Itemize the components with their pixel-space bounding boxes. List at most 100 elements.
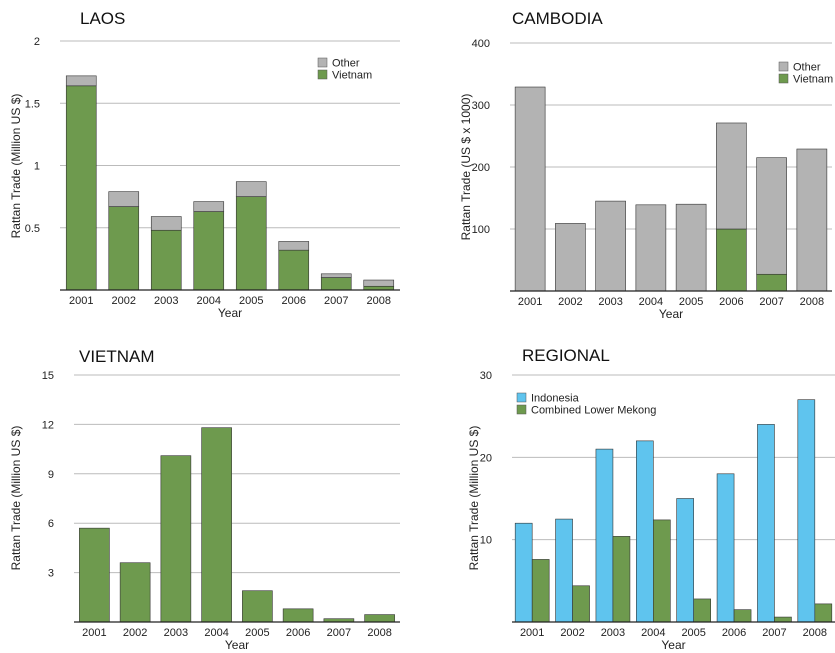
chart-vietnam: VIETNAM 3 6 9 12 15 2001 2002 2003 2004 2005 2006 20… — [9, 347, 400, 652]
bar-value — [282, 608, 314, 623]
bar-combined-lower-mekong — [814, 603, 833, 623]
y-tick-label: 200 — [472, 162, 490, 174]
y-tick-label: 10 — [480, 535, 492, 547]
bar-vietnam — [278, 249, 310, 291]
legend-swatch — [317, 69, 328, 80]
x-tick-label: 2003 — [164, 627, 188, 639]
x-tick-label: 2003 — [154, 295, 178, 307]
x-tick-label: 2005 — [681, 627, 705, 639]
legend-swatch — [778, 61, 789, 72]
bars — [514, 399, 833, 623]
x-tick-label: 2004 — [639, 296, 663, 308]
x-tick-label: 2007 — [759, 296, 783, 308]
x-tick-label: 2005 — [245, 627, 269, 639]
bar-combined-lower-mekong — [774, 616, 792, 623]
x-tick-label: 2008 — [800, 296, 824, 308]
bar-other — [193, 201, 225, 212]
bar-other — [320, 273, 352, 278]
bar-indonesia — [514, 522, 533, 623]
x-tick-label: 2003 — [598, 296, 622, 308]
x-tick-label: 2002 — [112, 295, 136, 307]
bar-other — [756, 157, 787, 275]
y-axis-label: Rattan Trade (Million US $) — [9, 426, 23, 571]
bars — [79, 427, 395, 623]
bar-combined-lower-mekong — [531, 559, 550, 623]
bar-indonesia — [555, 518, 573, 623]
bars — [65, 75, 395, 291]
x-tick-label: 2006 — [286, 627, 310, 639]
x-axis-label: Year — [661, 638, 685, 652]
chart-title: VIETNAM — [79, 347, 155, 366]
y-tick-label: 9 — [48, 469, 54, 481]
y-axis-label: Rattan Trade (Million US $) — [9, 94, 23, 239]
bar-other — [555, 223, 586, 292]
x-tick-label: 2004 — [641, 627, 665, 639]
bar-combined-lower-mekong — [733, 609, 752, 623]
bar-other — [796, 148, 828, 292]
bar-indonesia — [716, 473, 735, 623]
bar-indonesia — [797, 399, 816, 623]
y-tick-label: 400 — [472, 38, 490, 50]
bar-vietnam — [108, 206, 140, 291]
bar-value — [119, 562, 151, 623]
bar-indonesia — [757, 424, 775, 623]
x-tick-label: 2008 — [367, 627, 391, 639]
chart-title: LAOS — [80, 9, 125, 28]
y-axis-label: Rattan Trade (Million US $) — [467, 426, 481, 571]
y-tick-label: 300 — [472, 100, 490, 112]
bar-combined-lower-mekong — [693, 598, 711, 623]
bar-vietnam — [320, 277, 352, 291]
x-axis-label: Year — [218, 306, 242, 320]
bar-vietnam — [193, 211, 225, 291]
x-tick-label: 2006 — [282, 295, 306, 307]
bar-vietnam — [150, 229, 182, 291]
y-tick-label: 100 — [472, 224, 490, 236]
y-axis-label: Rattan Trade (US $ x 1000) — [459, 94, 473, 241]
legend-swatch — [778, 73, 789, 84]
chart-title: CAMBODIA — [512, 9, 603, 28]
x-tick-label: 2002 — [123, 627, 147, 639]
y-tick-label: 1 — [34, 161, 40, 173]
x-tick-label: 2004 — [197, 295, 221, 307]
bar-other — [65, 75, 97, 87]
x-tick-label: 2007 — [762, 627, 786, 639]
bar-other — [595, 200, 626, 292]
y-tick-label: 0.5 — [25, 223, 40, 235]
x-tick-label: 2005 — [239, 295, 263, 307]
chart-title: REGIONAL — [522, 346, 610, 365]
x-axis-label: Year — [659, 307, 683, 321]
bar-vietnam — [756, 273, 787, 292]
y-tick-label: 2 — [34, 36, 40, 48]
x-tick-label: 2002 — [560, 627, 584, 639]
bar-combined-lower-mekong — [612, 536, 631, 623]
x-tick-label: 2006 — [719, 296, 743, 308]
x-tick-label: 2007 — [327, 627, 351, 639]
bars — [514, 86, 828, 292]
x-tick-label: 2007 — [324, 295, 348, 307]
bar-other — [235, 181, 267, 197]
legend-swatch — [317, 57, 328, 68]
bar-combined-lower-mekong — [572, 585, 590, 623]
bar-indonesia — [595, 448, 614, 623]
bar-indonesia — [676, 498, 694, 623]
bar-value — [242, 590, 273, 623]
legend-label: Vietnam — [332, 70, 372, 82]
y-tick-label: 15 — [42, 370, 54, 382]
bar-other — [108, 191, 140, 207]
y-tick-label: 6 — [48, 518, 54, 530]
bar-other — [150, 216, 182, 231]
y-tick-label: 12 — [42, 419, 54, 431]
chart-regional: REGIONAL 10 20 30 2001 2002 2003 2004 2005 2006 20… — [467, 346, 835, 652]
y-tick-label: 20 — [480, 452, 492, 464]
x-tick-label: 2005 — [679, 296, 703, 308]
bar-value — [201, 427, 232, 623]
legend-swatch — [516, 404, 527, 415]
x-tick-label: 2001 — [520, 627, 544, 639]
bar-vietnam — [65, 85, 97, 291]
bar-vietnam — [716, 228, 747, 292]
bar-other — [514, 86, 546, 292]
x-tick-label: 2006 — [722, 627, 746, 639]
